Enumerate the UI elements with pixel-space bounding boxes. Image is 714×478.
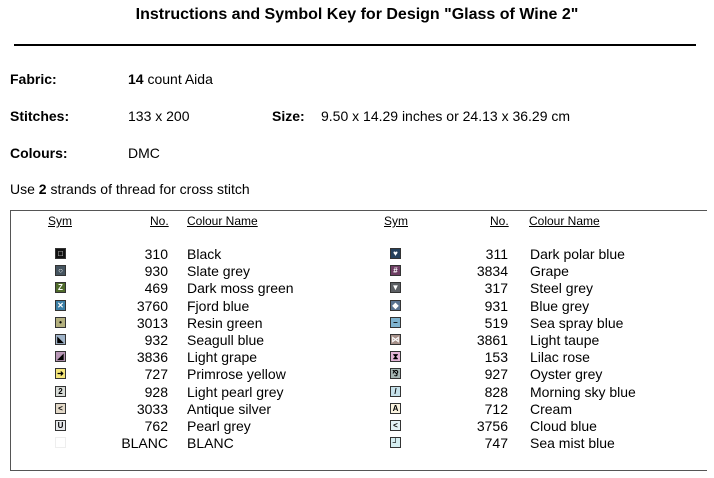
right-colour-name: Dark polar blue — [530, 246, 625, 262]
right-header-sym: Sym — [384, 214, 408, 228]
stitches-value: 133 x 200 — [128, 108, 190, 124]
left-symbol-swatch: ○ — [55, 265, 66, 277]
colours-value: DMC — [128, 145, 160, 161]
strands-instruction: Use 2 strands of thread for cross stitch — [10, 181, 250, 197]
left-header-no: No. — [150, 214, 169, 228]
left-colour-number: 3760 — [136, 297, 168, 314]
stitches-label: Stitches: — [10, 108, 70, 124]
right-colour-number: 931 — [484, 297, 508, 314]
size-label: Size: — [272, 108, 305, 124]
left-header-name: Colour Name — [187, 214, 258, 228]
colours-label: Colours: — [10, 145, 68, 161]
left-colour-name: Slate grey — [187, 263, 251, 280]
left-symbol-swatch: Z — [55, 282, 66, 294]
right-colour-name: Sea mist blue — [530, 435, 615, 452]
left-colour-number: 310 — [144, 246, 168, 262]
left-header-sym: Sym — [48, 214, 72, 228]
left-colour-name: Primrose yellow — [187, 366, 286, 383]
left-colour-number: 3836 — [136, 349, 168, 366]
right-colour-name: Steel grey — [530, 280, 594, 297]
left-colour-name: Pearl grey — [187, 418, 251, 434]
document-title: Instructions and Symbol Key for Design "… — [135, 6, 579, 23]
right-colour-name: Blue grey — [530, 297, 590, 314]
right-colour-number: 311 — [485, 246, 508, 262]
symbol-key-table — [10, 210, 707, 471]
fabric-type: count Aida — [143, 71, 213, 87]
left-symbol-swatch: ➜ — [55, 368, 66, 380]
fabric-count: 14 — [128, 71, 144, 87]
size-value: 9.50 x 14.29 inches or 24.13 x 36.29 cm — [321, 108, 571, 124]
right-colour-name: Sea spray blue — [530, 314, 624, 331]
right-symbol-swatch: – — [390, 316, 401, 328]
left-symbol-swatch: ✕ — [55, 299, 66, 311]
right-symbol-swatch: ⅋ — [390, 368, 401, 380]
left-colour-number: 762 — [144, 418, 168, 434]
right-symbol-swatch: A — [390, 402, 401, 414]
right-symbol-swatch: # — [390, 265, 401, 277]
fabric-label: Fabric: — [10, 71, 57, 87]
fabric-value: 14 count Aida — [128, 71, 213, 87]
strands-post: strands of thread for cross stitch — [46, 181, 250, 197]
left-colour-number: 930 — [144, 263, 168, 280]
right-colour-number: 927 — [484, 366, 508, 383]
right-symbol-swatch: ♥ — [390, 248, 401, 259]
right-colour-name: Oyster grey — [530, 366, 603, 383]
right-symbol-swatch: ◆ — [390, 299, 401, 311]
title-divider — [14, 44, 696, 46]
right-colour-number: 747 — [484, 435, 508, 452]
strands-count: 2 — [38, 181, 47, 197]
left-colour-number: 727 — [144, 366, 168, 383]
left-symbol-swatch: < — [55, 402, 66, 414]
right-symbol-swatch: ⋈ — [390, 334, 401, 345]
left-symbol-swatch: ◣ — [55, 334, 66, 345]
left-colour-name: Black — [187, 246, 222, 262]
right-colour-number: 3861 — [476, 332, 508, 348]
right-colour-number: 519 — [484, 314, 508, 331]
right-symbol-swatch: < — [390, 420, 401, 431]
right-colour-number: 712 — [484, 400, 508, 417]
right-colour-name: Cream — [530, 400, 573, 417]
right-colour-name: Light taupe — [530, 332, 600, 348]
right-colour-name: Lilac rose — [530, 349, 590, 366]
left-colour-number: 3013 — [136, 314, 168, 331]
right-colour-number: 153 — [484, 349, 508, 366]
left-colour-name: Light grape — [187, 349, 258, 366]
left-colour-name: Antique silver — [187, 400, 272, 417]
left-colour-name: Dark moss green — [187, 280, 294, 297]
left-colour-number: BLANC — [121, 435, 168, 452]
left-colour-number: 928 — [144, 383, 168, 400]
left-colour-name: Resin green — [187, 314, 263, 331]
left-colour-number: 3033 — [136, 400, 168, 417]
left-symbol-swatch: • — [55, 316, 66, 328]
right-colour-name: Cloud blue — [530, 418, 597, 434]
right-header-name: Colour Name — [529, 214, 600, 228]
right-colour-name: Morning sky blue — [530, 383, 636, 400]
left-colour-number: 932 — [144, 332, 168, 348]
right-colour-number: 317 — [484, 280, 508, 297]
right-colour-number: 3834 — [476, 263, 508, 280]
left-symbol-swatch: U — [55, 420, 66, 431]
left-colour-name: BLANC — [187, 435, 234, 452]
right-header-no: No. — [490, 214, 509, 228]
left-symbol-swatch — [55, 437, 66, 449]
right-symbol-swatch: ▼ — [390, 282, 401, 294]
left-colour-number: 469 — [144, 280, 168, 297]
right-symbol-swatch: / — [390, 385, 401, 397]
right-colour-name: Grape — [530, 263, 569, 280]
left-symbol-swatch: □ — [55, 248, 66, 259]
left-colour-name: Fjord blue — [187, 297, 250, 314]
right-symbol-swatch: ⧗ — [390, 351, 401, 363]
left-colour-name: Seagull blue — [187, 332, 265, 348]
left-symbol-swatch: 2 — [55, 385, 66, 397]
right-colour-number: 3756 — [476, 418, 508, 434]
strands-pre: Use — [10, 181, 39, 197]
right-symbol-swatch: ┘ — [390, 437, 401, 449]
left-symbol-swatch: ◢ — [55, 351, 66, 363]
left-colour-name: Light pearl grey — [187, 383, 284, 400]
right-colour-number: 828 — [484, 383, 508, 400]
